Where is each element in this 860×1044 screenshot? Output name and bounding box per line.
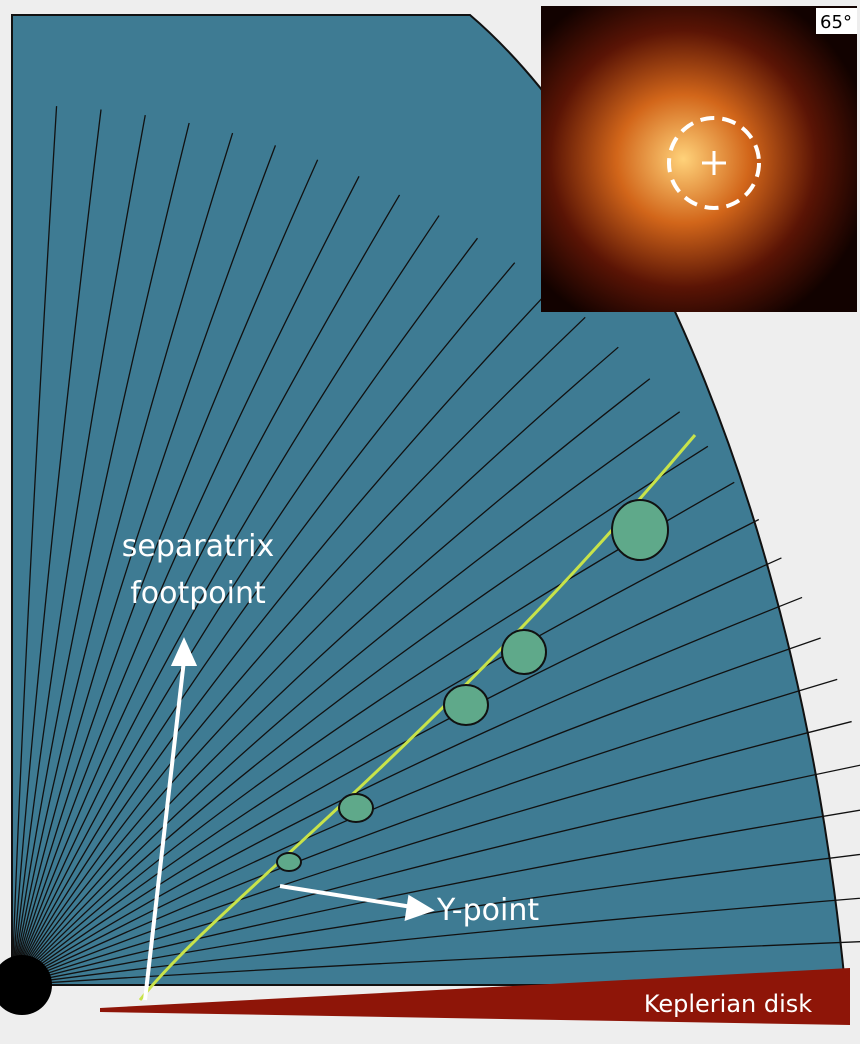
field-line	[11, 122, 190, 986]
field-line	[11, 518, 760, 986]
field-line	[11, 316, 586, 986]
field-line	[11, 346, 619, 986]
field-line	[11, 897, 860, 986]
field-line	[11, 481, 735, 986]
field-line	[11, 194, 401, 986]
field-line	[11, 557, 782, 986]
label: footpoint	[130, 576, 266, 611]
field-line	[11, 809, 860, 986]
arrows	[143, 637, 435, 1001]
plasmoids	[276, 499, 669, 872]
star	[0, 955, 52, 1015]
field-line	[11, 378, 651, 986]
field-line	[11, 109, 102, 986]
field-line	[11, 288, 552, 986]
inset-cross	[702, 151, 726, 175]
field-line	[11, 853, 860, 986]
inset-image	[541, 6, 857, 312]
field-line	[11, 145, 277, 986]
label: separatrix	[122, 529, 274, 564]
field-line	[11, 764, 860, 986]
field-line	[11, 115, 146, 986]
field-line	[11, 262, 516, 986]
field-line	[11, 176, 360, 986]
field-line	[11, 215, 440, 986]
field-line	[11, 596, 803, 986]
angle-label: 65°	[820, 12, 852, 33]
field-line	[11, 106, 58, 986]
inset-circle	[667, 116, 761, 210]
field-lines	[11, 106, 860, 986]
label: Y-point	[436, 893, 539, 928]
field-line	[11, 941, 860, 986]
field-line	[11, 678, 838, 986]
disk	[100, 968, 850, 1025]
label: Keplerian disk	[644, 990, 812, 1018]
inset: 65°	[541, 6, 857, 312]
angle-box	[816, 8, 857, 34]
field-line	[11, 132, 234, 986]
field-line	[11, 720, 852, 986]
field-line	[11, 445, 709, 986]
field-line	[11, 411, 681, 986]
field-line	[11, 237, 479, 986]
field-line	[11, 159, 319, 986]
